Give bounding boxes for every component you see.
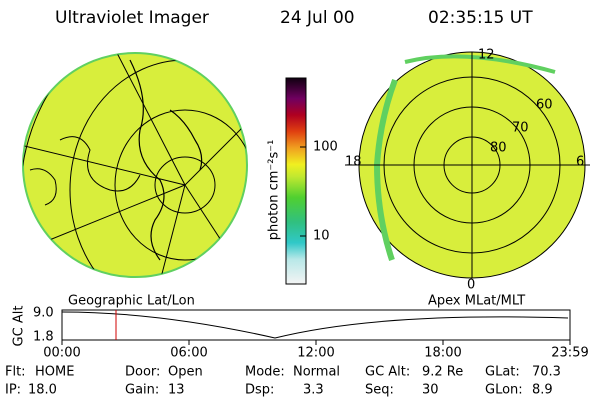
status-value: HOME: [35, 365, 74, 380]
strip-y-tick: 9.0: [33, 306, 54, 321]
colorbar: [285, 77, 307, 285]
status-footer: Flt: HOME Door: Open Mode: Normal GC Alt: 9.2 R…: [5, 365, 561, 398]
status-value: 13: [168, 383, 185, 398]
strip-y-label: GC Alt: [12, 306, 27, 347]
mlat-label: 60: [536, 98, 553, 113]
colorbar-tick-label: 100: [313, 140, 338, 155]
status-value: 30: [422, 383, 439, 398]
status-value: 70.3: [532, 365, 561, 380]
strip-title: Apex MLat/MLT: [428, 294, 525, 309]
strip-x-tick-label: 00:00: [43, 346, 80, 361]
status-label: Dsp:: [245, 383, 274, 398]
title: Ultraviolet Imager: [55, 8, 209, 28]
status-value: 8.9: [532, 383, 553, 398]
mlt-label: 12: [478, 48, 495, 63]
polar-map: [345, 51, 590, 279]
strip-x-ticks: 00:00 06:00 12:00 18:00 23:59: [43, 340, 589, 361]
status-label: GLon:: [485, 383, 523, 398]
status-label: IP:: [5, 383, 21, 398]
status-value: 9.2 Re: [422, 365, 463, 380]
mlat-label: 70: [512, 121, 529, 136]
strip-x-tick-label: 18:00: [424, 346, 461, 361]
strip-frame: [61, 309, 571, 341]
colorbar-label: photon cm⁻²s⁻¹: [267, 140, 282, 241]
status-label: Mode:: [245, 365, 285, 380]
status-label: GC Alt:: [365, 365, 410, 380]
status-label: Door:: [125, 365, 160, 380]
status-value: 18.0: [28, 383, 57, 398]
strip-x-tick-label: 06:00: [170, 346, 207, 361]
status-value: Normal: [293, 365, 340, 380]
status-label: GLat:: [485, 365, 520, 380]
status-value: 3.3: [303, 383, 324, 398]
strip-x-tick-label: 12:00: [297, 346, 334, 361]
mlt-label: 0: [467, 278, 475, 293]
status-value: Open: [168, 365, 203, 380]
altitude-curve: [61, 311, 569, 339]
strip-y-tick: 1.8: [33, 330, 54, 345]
strip-title: Geographic Lat/Lon: [68, 294, 195, 309]
colorbar-tick-label: 10: [313, 229, 330, 244]
mlat-label: 80: [490, 141, 507, 156]
status-label: Flt:: [5, 365, 26, 380]
date: 24 Jul 00: [280, 8, 355, 28]
time: 02:35:15 UT: [428, 8, 533, 28]
mlt-label: 6: [576, 155, 584, 170]
mlt-label: 18: [345, 155, 362, 170]
status-label: Gain:: [125, 383, 159, 398]
strip-x-tick-label: 23:59: [551, 346, 588, 361]
geo-map: [22, 52, 248, 278]
status-label: Seq:: [365, 383, 394, 398]
